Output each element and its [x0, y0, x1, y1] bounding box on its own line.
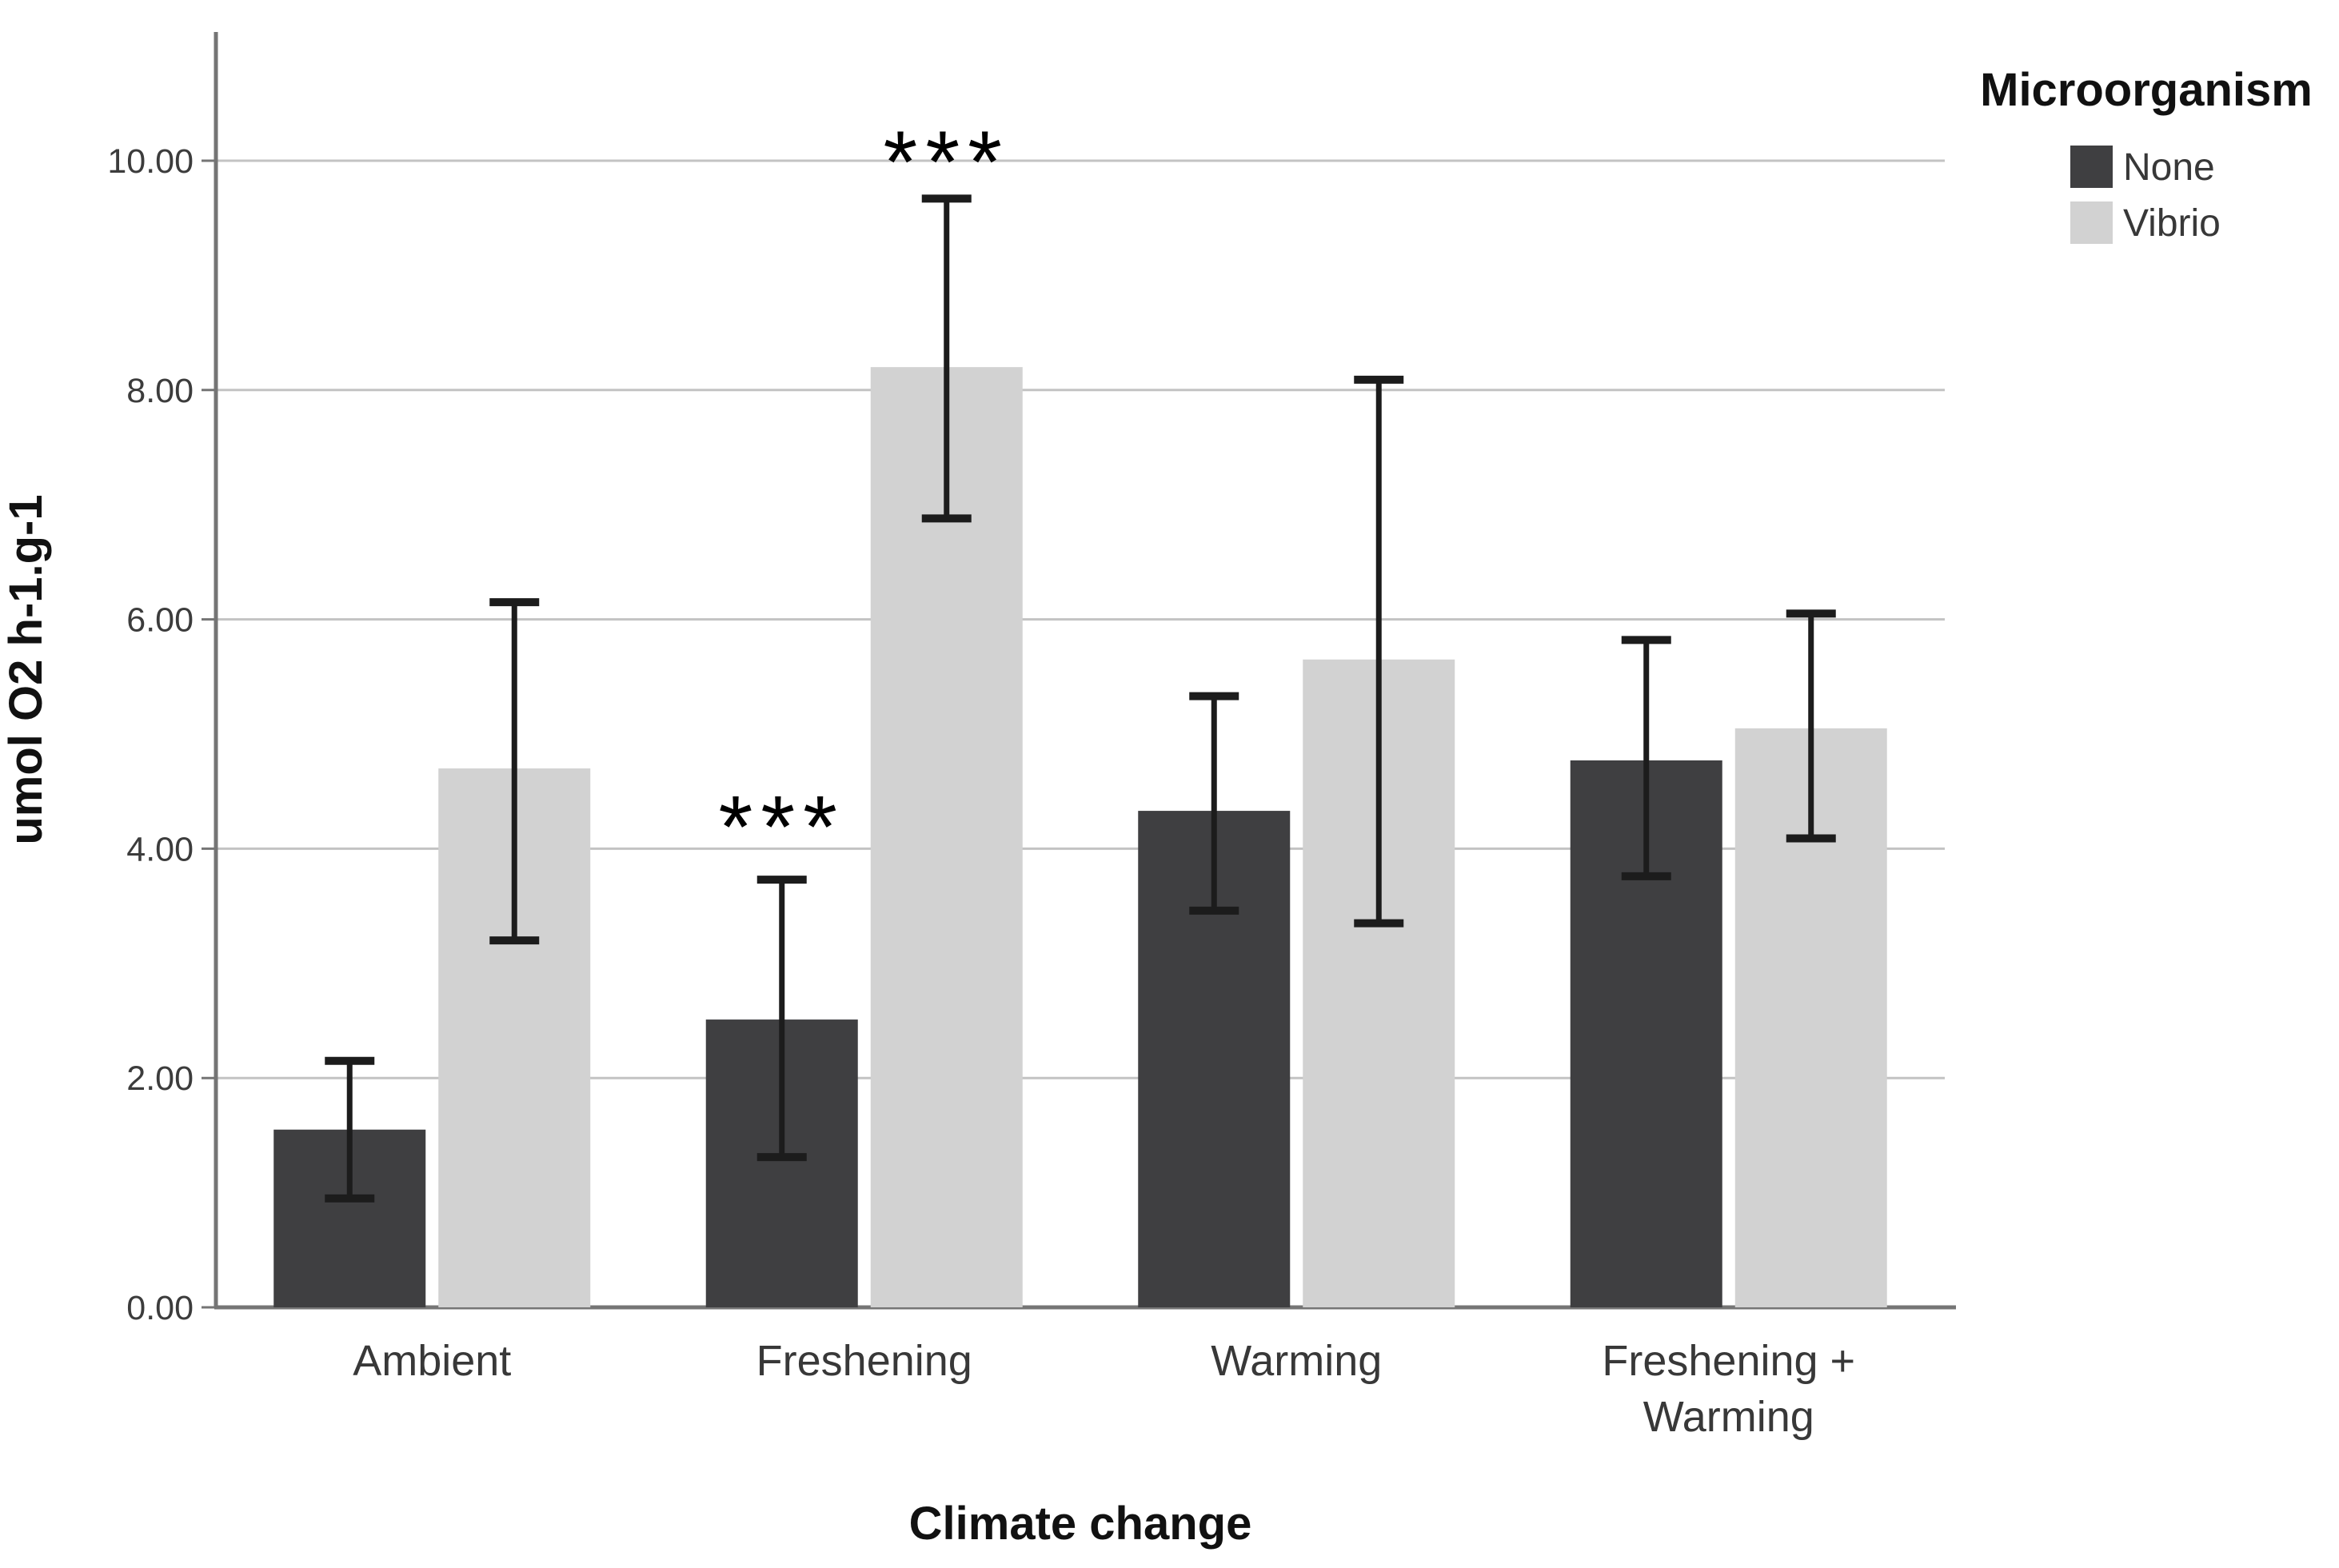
errorbar-vibrio-freshening [921, 194, 972, 523]
y-tick-label-0.00: 0.00 [126, 1289, 194, 1327]
category-label-warming: Warming [1211, 1337, 1382, 1385]
errorbar-vibrio-freshening-warming [1786, 609, 1836, 843]
y-tick-label-6.00: 6.00 [126, 601, 194, 640]
legend-item-vibrio: Vibrio [2070, 201, 2221, 245]
bar-vibrio-freshening [870, 367, 1023, 1307]
legend-label-none: None [2123, 146, 2215, 189]
error-bars [325, 194, 1836, 1203]
legend: Microorganism None Vibrio [1980, 64, 2313, 245]
y-axis-title: umol O2 h-1.g-1 [0, 494, 52, 844]
x-axis-title: Climate change [909, 1498, 1252, 1550]
y-grid: 0.00 2.00 4.00 6.00 8.00 10.00 [107, 142, 1945, 1327]
category-label-freshening: Freshening [756, 1337, 972, 1385]
y-tick-label-8.00: 8.00 [126, 372, 194, 410]
y-tick-label-2.00: 2.00 [126, 1059, 194, 1098]
category-label-freshening-warming: Freshening + Warming [1602, 1337, 1855, 1441]
y-tick-label-4.00: 4.00 [126, 830, 194, 868]
y-tick-label-10.00: 10.00 [107, 142, 194, 181]
errorbar-vibrio-ambient [489, 598, 540, 945]
legend-title: Microorganism [1980, 64, 2313, 116]
errorbar-none-warming [1189, 692, 1239, 915]
legend-item-none: None [2070, 146, 2215, 189]
significance-asterisks-1: *** [719, 778, 845, 876]
significance-asterisks-2: *** [884, 113, 1010, 211]
x-category-labels: Ambient Freshening Warming Freshening + Warm… [353, 1337, 1855, 1441]
legend-swatch-vibrio [2070, 201, 2113, 244]
legend-swatch-none [2070, 146, 2113, 188]
errorbar-none-freshening-warming [1621, 636, 1671, 880]
legend-label-vibrio: Vibrio [2123, 202, 2221, 245]
errorbar-vibrio-warming [1354, 375, 1404, 928]
errorbar-none-freshening [756, 876, 807, 1162]
errorbar-none-ambient [325, 1056, 375, 1203]
category-label-ambient: Ambient [353, 1337, 511, 1385]
